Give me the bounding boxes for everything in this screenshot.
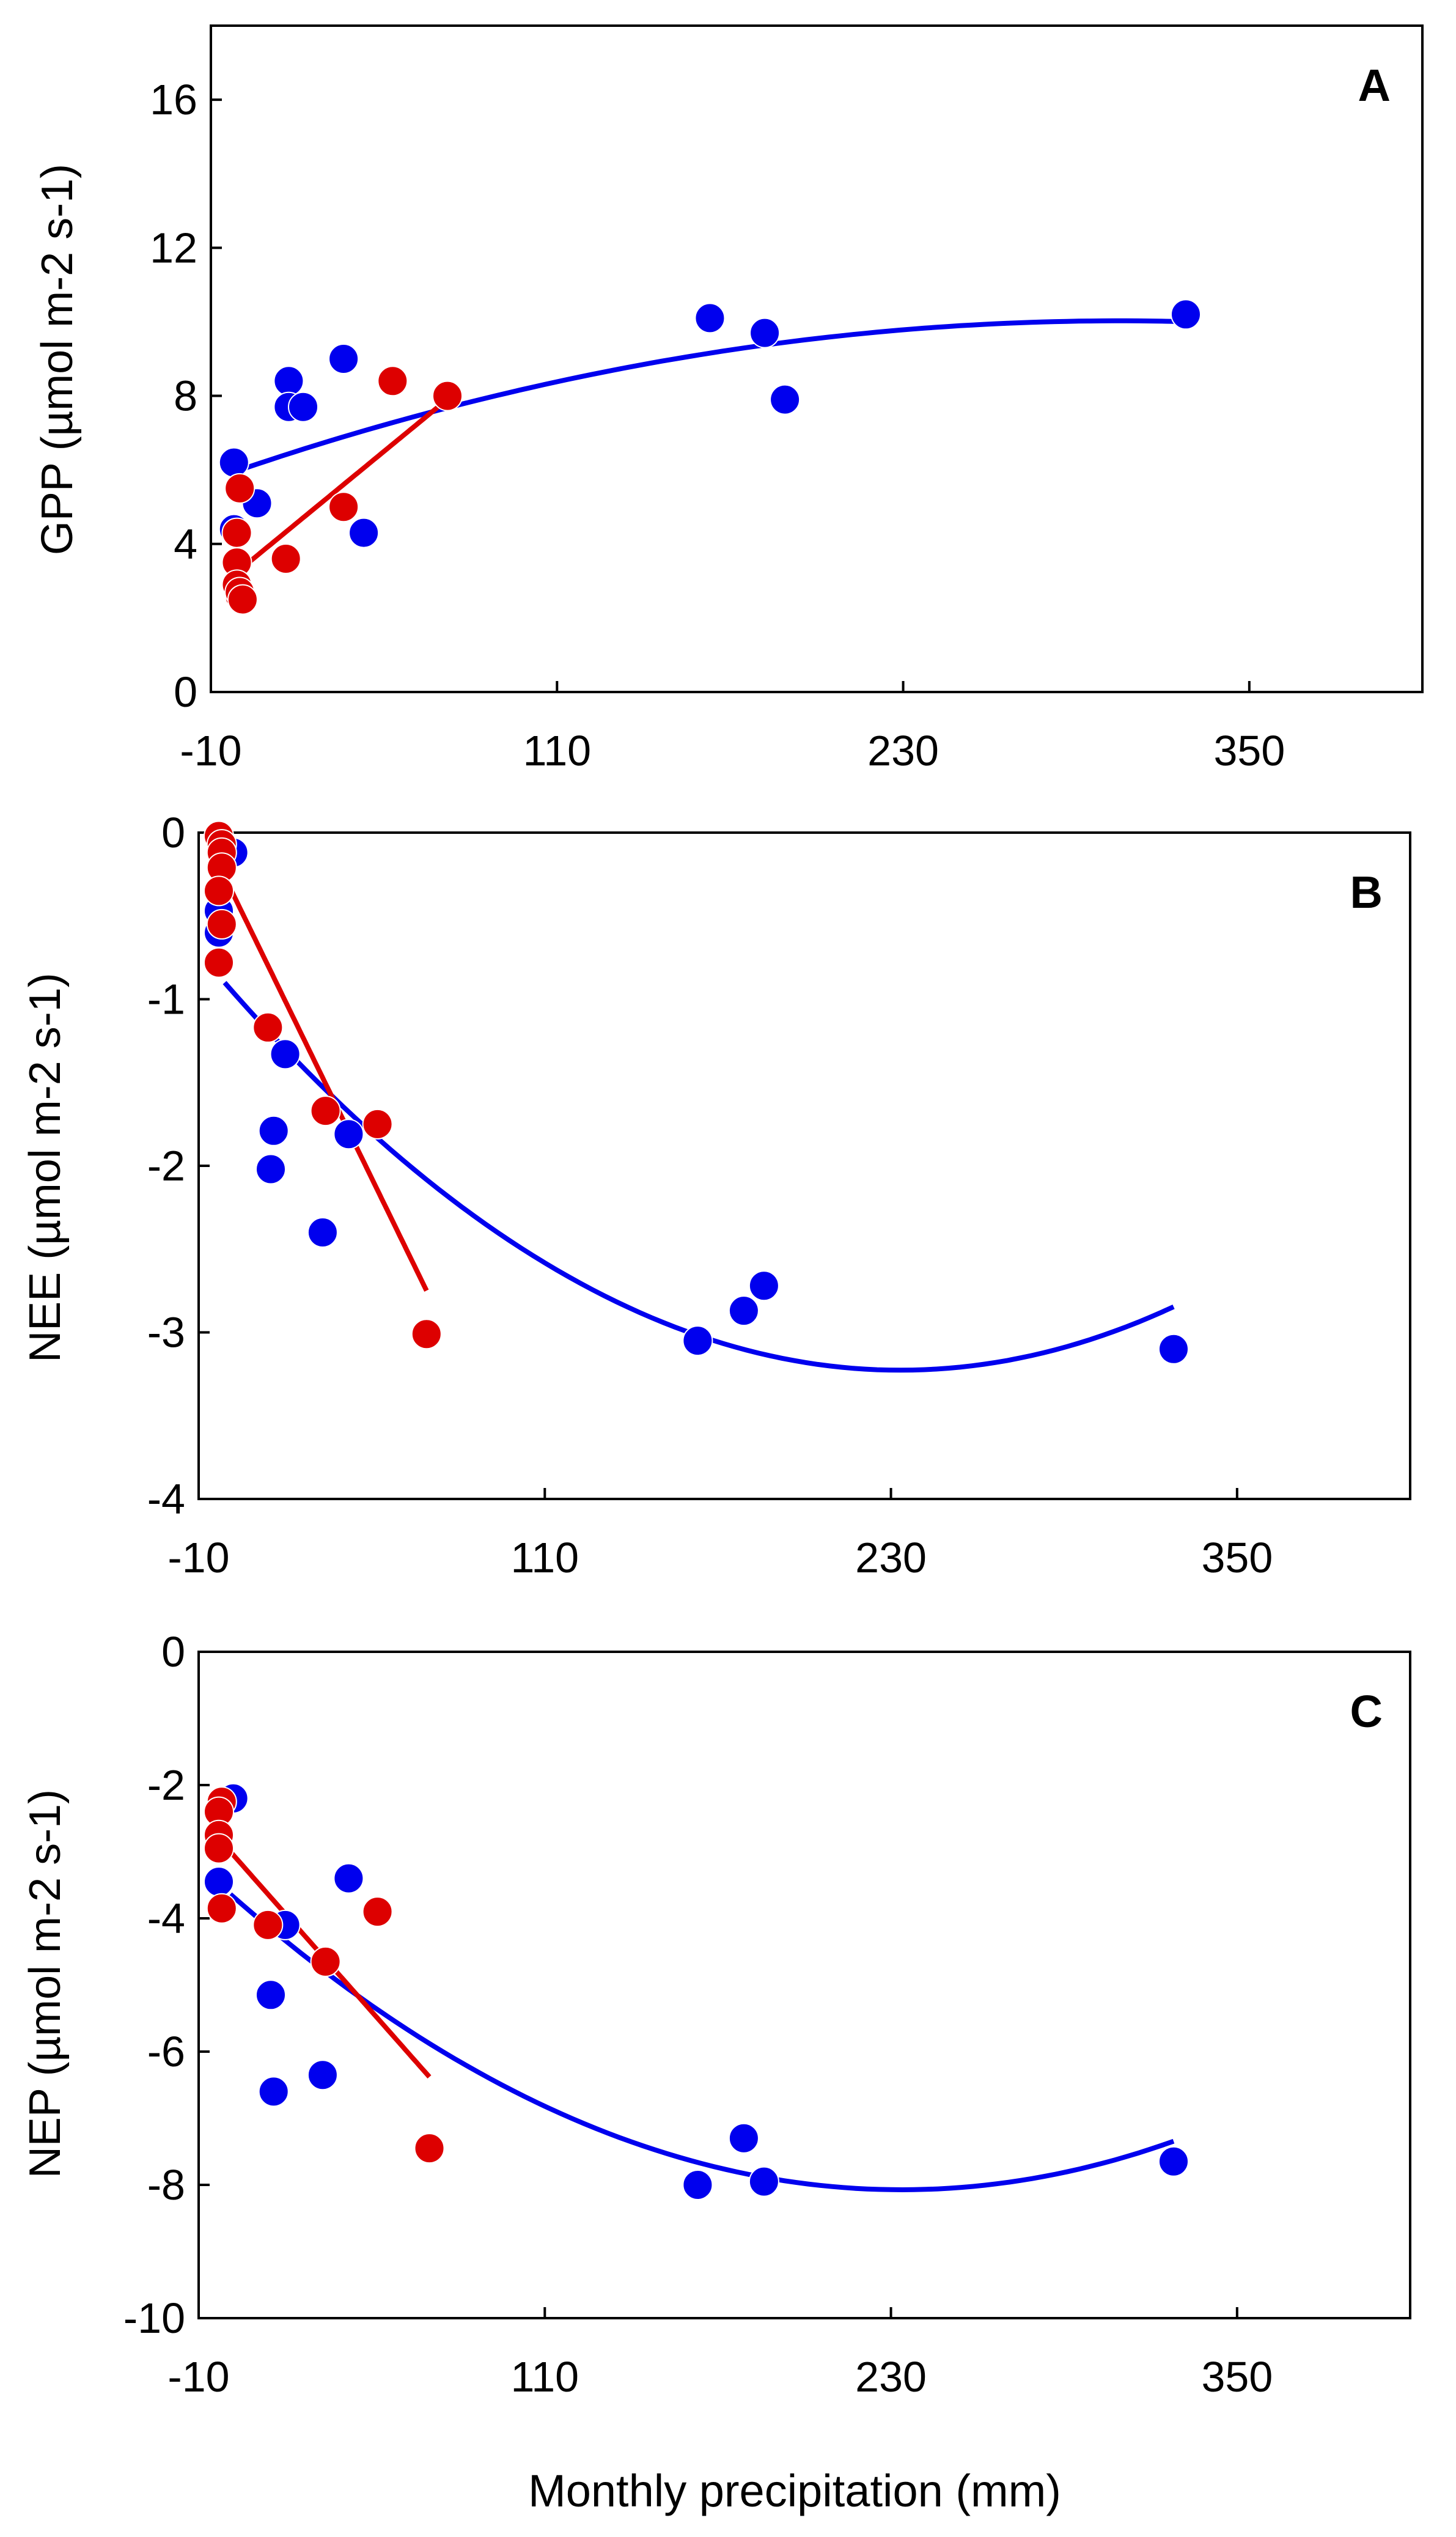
y-axis-label-b: NEE (µmol m-2 s-1) (21, 973, 70, 1363)
blue-point-c (204, 1866, 234, 1898)
red-fit-line-a (235, 397, 449, 575)
x-tick-label-a: -10 (180, 727, 241, 775)
blue-point-b (682, 1325, 713, 1357)
red-point-a (432, 380, 463, 411)
red-point-b (252, 1012, 284, 1043)
y-tick-label-b: -4 (147, 1475, 185, 1523)
x-tick-label-b: 350 (1201, 1534, 1273, 1581)
blue-point-a (749, 317, 781, 348)
x-tick-label-a: 110 (523, 727, 591, 775)
red-point-c (362, 1896, 393, 1928)
y-tick-label-c: -2 (147, 1761, 185, 1809)
blue-fit-line-c (229, 1892, 1175, 2193)
panel-label-c: C (1350, 1686, 1383, 1737)
red-point-a (270, 543, 301, 574)
y-tick-label-b: 0 (161, 809, 185, 856)
x-tick-label-c: 350 (1201, 2353, 1273, 2401)
blue-point-c (682, 2170, 713, 2200)
x-tick-label-b: -10 (167, 1534, 229, 1581)
y-tick-label-b: -1 (147, 976, 185, 1023)
panel-b: 0 -1 -2 -3 -4 -10 110 230 350 B NEE (µmol m-2 s… (21, 809, 1411, 1581)
blue-point-a (770, 384, 801, 415)
panel-label-a: A (1358, 60, 1391, 111)
red-point-c (252, 1909, 284, 1940)
red-point-c (206, 1893, 237, 1924)
y-tick-label-c: -6 (147, 2028, 185, 2075)
y-tick-label-c: 0 (161, 1628, 185, 1676)
blue-point-b (728, 1295, 759, 1327)
blue-point-b (270, 1039, 301, 1070)
panel-a: 0 4 8 12 16 -10 110 230 350 A GPP (µmol m-2 s-1… (33, 24, 1424, 775)
blue-point-a (348, 517, 380, 548)
x-tick-label-c: 230 (855, 2353, 927, 2401)
blue-point-a (273, 366, 304, 397)
red-point-c (414, 2133, 445, 2164)
x-tick-label-a: 230 (867, 727, 939, 775)
panel-label-b: B (1350, 867, 1383, 918)
blue-point-a (328, 344, 359, 374)
y-tick-label-b: -2 (147, 1142, 185, 1190)
y-tick-label-c: -4 (147, 1894, 185, 1942)
y-tick-label-b: -3 (147, 1309, 185, 1357)
blue-point-a (694, 303, 726, 334)
y-tick-label-c: -10 (123, 2294, 185, 2342)
blue-point-b (333, 1119, 364, 1150)
red-point-b (362, 1108, 393, 1140)
y-tick-label-a: 12 (150, 224, 197, 271)
blue-point-b (748, 1270, 779, 1302)
x-tick-label-c: -10 (167, 2353, 229, 2401)
red-point-a (377, 366, 408, 397)
red-point-a (224, 473, 256, 504)
panel-c: 0 -2 -4 -6 -8 -10 -10 110 230 350 C NEP (µmol m-… (21, 1628, 1411, 2516)
x-tick-label-a: 350 (1213, 727, 1285, 775)
red-fit-line-b (225, 882, 429, 1292)
blue-fit-line-a (233, 318, 1186, 474)
red-point-c (310, 1946, 341, 1977)
blue-point-a (218, 447, 249, 478)
plot-frame-a (210, 24, 1424, 693)
x-axis-label: Monthly precipitation (mm) (528, 2465, 1061, 2516)
blue-point-b (258, 1115, 289, 1146)
y-axis-label-c: NEP (µmol m-2 s-1) (21, 1789, 70, 2178)
red-point-b (204, 875, 234, 907)
blue-point-c (728, 2123, 759, 2154)
y-axis-label-a: GPP (µmol m-2 s-1) (33, 164, 82, 555)
x-tick-label-c: 110 (510, 2353, 579, 2401)
blue-point-c (748, 2166, 779, 2197)
x-tick-label-b: 230 (855, 1534, 927, 1581)
red-point-b (206, 908, 237, 940)
red-point-a (227, 584, 258, 615)
blue-point-c (307, 2060, 338, 2091)
blue-point-b (307, 1217, 338, 1248)
red-point-b (204, 947, 234, 978)
plot-frame-c (197, 1651, 1411, 2319)
y-tick-label-a: 8 (174, 372, 197, 420)
y-tick-label-a: 16 (150, 76, 197, 123)
blue-point-c (1158, 2146, 1189, 2177)
red-point-a (328, 492, 359, 523)
blue-point-c (256, 1979, 286, 2011)
red-point-a (221, 517, 252, 548)
blue-point-a (288, 391, 318, 422)
blue-point-b (256, 1154, 286, 1185)
blue-point-c (333, 1863, 364, 1894)
blue-point-b (1158, 1333, 1189, 1364)
x-tick-label-b: 110 (510, 1534, 579, 1581)
y-tick-label-a: 0 (174, 668, 197, 716)
red-point-b (310, 1095, 341, 1127)
blue-point-a (1171, 299, 1201, 330)
red-point-c (204, 1833, 234, 1864)
y-tick-label-c: -8 (147, 2161, 185, 2209)
y-tick-label-a: 4 (174, 520, 197, 568)
blue-point-c (258, 2076, 289, 2107)
red-point-b (411, 1319, 442, 1350)
